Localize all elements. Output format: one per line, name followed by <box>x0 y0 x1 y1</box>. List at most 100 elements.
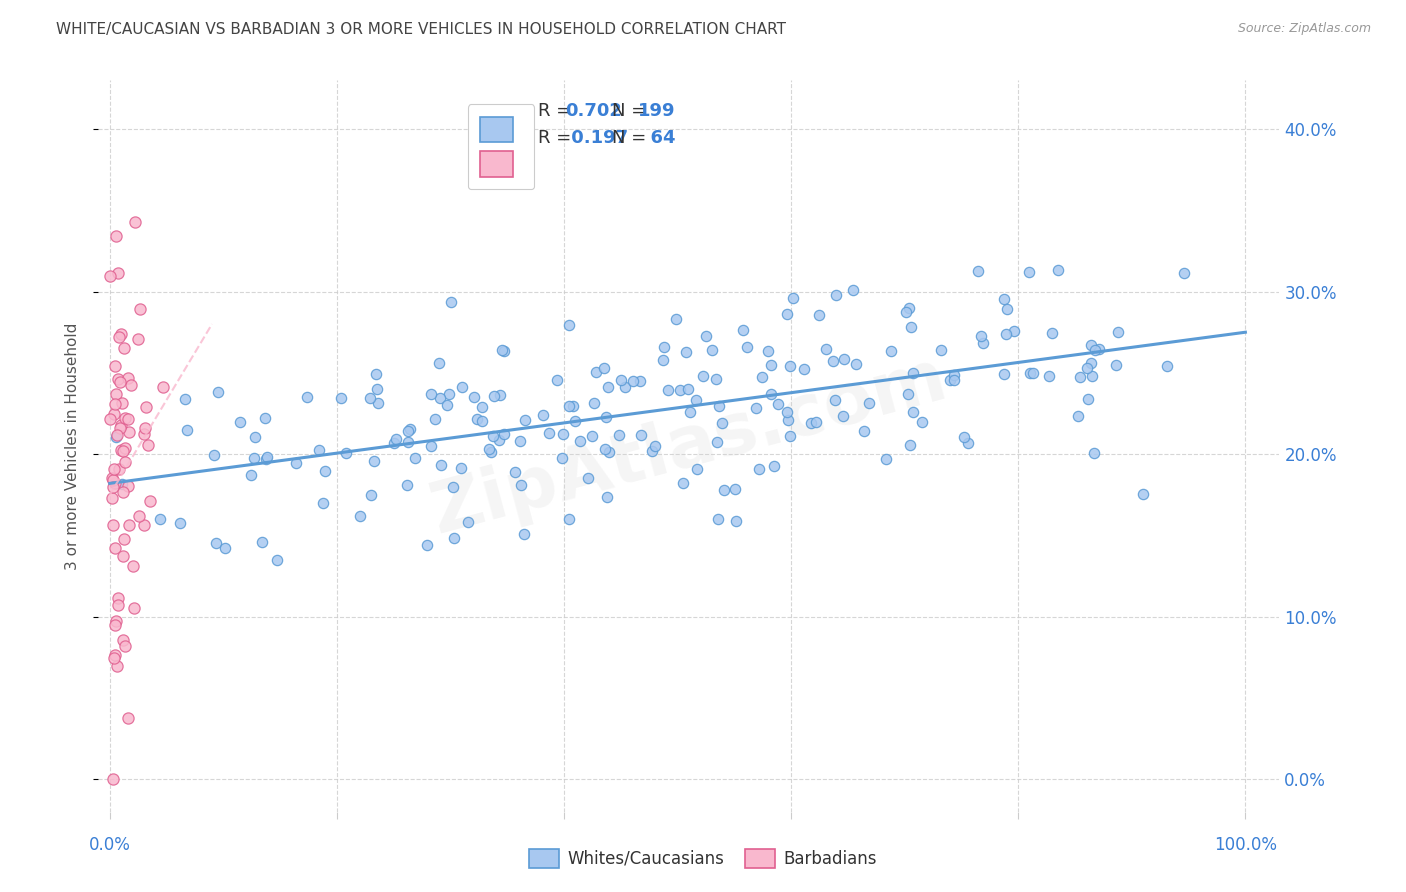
Point <box>744 401 766 416</box>
Point <box>114 442 136 456</box>
Point <box>149 511 172 525</box>
Point <box>657 383 679 397</box>
Point <box>440 295 463 310</box>
Point <box>707 512 730 526</box>
Point <box>807 308 830 322</box>
Point <box>382 435 405 450</box>
Point <box>229 415 252 429</box>
Point <box>731 323 754 337</box>
Point <box>710 416 733 430</box>
Point <box>512 527 534 541</box>
Point <box>652 340 675 354</box>
Point <box>898 301 921 315</box>
Point <box>929 343 952 358</box>
Point <box>993 293 1015 307</box>
Point <box>363 453 385 467</box>
Point <box>132 518 155 533</box>
Point <box>546 373 568 387</box>
Point <box>825 288 848 302</box>
Point <box>737 340 759 354</box>
Point <box>533 408 555 422</box>
Point <box>613 380 636 394</box>
Point <box>695 329 717 343</box>
Point <box>112 484 135 499</box>
Point <box>725 514 748 528</box>
Point <box>104 359 127 374</box>
Point <box>952 430 974 444</box>
Point <box>568 434 591 448</box>
Point <box>779 429 801 443</box>
Point <box>845 357 868 371</box>
Text: 0.197: 0.197 <box>565 129 628 147</box>
Point <box>335 446 357 460</box>
Point <box>430 458 453 472</box>
Point <box>124 215 146 229</box>
Point <box>465 412 488 426</box>
Point <box>107 599 129 613</box>
Point <box>776 405 799 419</box>
Text: R =: R = <box>538 102 578 120</box>
Point <box>782 291 804 305</box>
Point <box>128 301 150 316</box>
Point <box>607 428 630 442</box>
Point <box>995 302 1018 317</box>
Point <box>676 382 699 396</box>
Point <box>479 444 502 458</box>
Point <box>471 414 494 428</box>
Point <box>943 368 966 382</box>
Point <box>359 391 381 405</box>
Point <box>665 312 688 326</box>
Point <box>1038 369 1060 384</box>
Text: 0.0%: 0.0% <box>89 836 131 855</box>
Point <box>704 372 727 386</box>
Point <box>174 392 197 406</box>
Text: 100.0%: 100.0% <box>1213 836 1277 855</box>
Point <box>583 395 606 409</box>
Point <box>103 480 125 494</box>
Point <box>101 471 124 485</box>
Point <box>1080 356 1102 370</box>
Point <box>678 405 700 419</box>
Point <box>134 421 156 435</box>
Point <box>1156 359 1178 374</box>
Point <box>706 435 728 450</box>
Point <box>152 380 174 394</box>
Point <box>903 366 925 380</box>
Point <box>898 438 921 452</box>
Text: Source: ZipAtlas.com: Source: ZipAtlas.com <box>1237 22 1371 36</box>
Point <box>995 327 1018 342</box>
Point <box>441 480 464 494</box>
Point <box>308 442 330 457</box>
Point <box>118 425 141 440</box>
Point <box>724 482 747 496</box>
Point <box>652 353 675 368</box>
Point <box>1132 487 1154 501</box>
Point <box>108 376 131 390</box>
Point <box>897 387 920 401</box>
Point <box>117 412 139 426</box>
Point <box>564 414 586 428</box>
Point <box>398 434 420 449</box>
Point <box>713 483 735 497</box>
Point <box>815 342 838 356</box>
Point <box>366 382 388 396</box>
Text: 64: 64 <box>638 129 676 147</box>
Point <box>202 448 225 462</box>
Point <box>285 456 308 470</box>
Point <box>1105 358 1128 372</box>
Point <box>481 429 503 443</box>
Point <box>108 329 131 343</box>
Point <box>668 384 690 398</box>
Point <box>176 423 198 437</box>
Point <box>128 508 150 523</box>
Point <box>101 474 124 488</box>
Point <box>399 421 422 435</box>
Point <box>266 553 288 567</box>
Point <box>385 432 408 446</box>
Point <box>939 373 962 387</box>
Point <box>420 387 443 401</box>
Point <box>443 531 465 545</box>
Point <box>104 475 127 490</box>
Point <box>105 659 128 673</box>
Point <box>1080 338 1102 352</box>
